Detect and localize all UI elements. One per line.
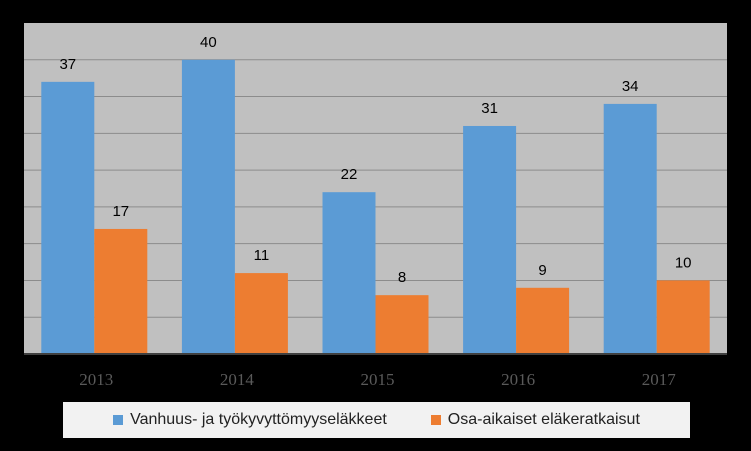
bars [41,59,710,355]
bar-series-1-2017 [603,103,657,355]
legend-swatch-series-1 [113,415,124,425]
legend-item-series-1: Vanhuus- ja työkyvyttömyyseläkkeet [113,411,387,429]
bar-series-1-2013 [41,81,95,354]
bar-series-2-2013 [94,228,148,354]
x-tick-label-2013: 2013 [79,370,113,389]
data-labels: 37 17 40 11 22 8 31 9 34 10 [59,34,691,286]
legend-item-series-2: Osa-aikaiset eläkeratkaisut [430,411,640,429]
data-label-series-2-2015: 8 [398,269,406,286]
data-label-series-2-2013: 17 [112,203,129,220]
x-tick-label-2014: 2014 [220,370,255,389]
data-label-series-1-2015: 22 [341,166,358,183]
x-tick-label-2016: 2016 [501,370,535,389]
data-label-series-1-2013: 37 [59,56,76,73]
data-label-series-2-2016: 9 [538,262,546,279]
x-tick-label-2015: 2015 [361,370,395,389]
bar-series-1-2016 [463,125,517,354]
x-tick-label-2017: 2017 [642,370,677,389]
legend: Vanhuus- ja työkyvyttömyyseläkkeet Osa-a… [63,402,690,438]
bar-series-2-2015 [375,295,429,354]
bar-series-1-2014 [181,59,235,355]
legend-swatch-series-2 [430,415,441,425]
legend-label-series-2: Osa-aikaiset eläkeratkaisut [447,411,640,428]
bar-series-2-2017 [656,280,710,354]
bar-series-2-2016 [516,287,570,354]
data-label-series-1-2014: 40 [200,34,217,51]
x-axis-ticks: 2013 2014 2015 2016 2017 [79,370,676,389]
bar-series-2-2014 [234,273,288,354]
data-label-series-2-2017: 10 [675,254,692,271]
data-label-series-2-2014: 11 [254,247,270,264]
bar-series-1-2015 [322,192,376,354]
data-label-series-1-2016: 31 [481,100,498,117]
data-label-series-1-2017: 34 [622,78,639,95]
legend-label-series-1: Vanhuus- ja työkyvyttömyyseläkkeet [130,411,387,428]
